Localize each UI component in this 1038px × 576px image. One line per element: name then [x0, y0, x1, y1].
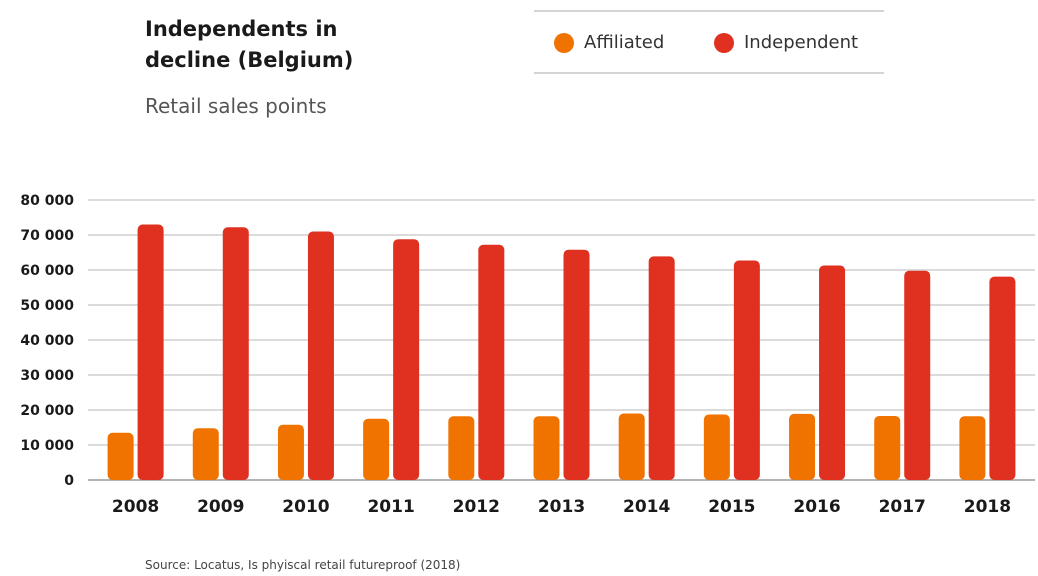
- x-tick-label: 2011: [367, 497, 414, 517]
- bar-independent-2012: [478, 244, 505, 480]
- bar-independent-2011: [393, 239, 420, 480]
- x-tick-label: 2013: [538, 497, 585, 517]
- bar-affiliated-2009: [192, 428, 219, 480]
- bar-affiliated-2018: [959, 416, 986, 480]
- legend-item-independent: Independent: [714, 32, 858, 53]
- bar-affiliated-2010: [277, 424, 304, 480]
- legend-swatch-independent: [714, 32, 734, 53]
- x-tick-label: 2012: [453, 497, 500, 517]
- bar-independent-2015: [733, 260, 760, 480]
- bar-independent-2016: [819, 265, 846, 480]
- y-tick-label: 80 000: [20, 193, 74, 209]
- chart-subtitle: Retail sales points: [145, 94, 327, 118]
- legend-label-independent: Independent: [744, 32, 859, 53]
- x-tick-label: 2010: [282, 497, 329, 517]
- y-tick-label: 10 000: [20, 438, 74, 454]
- bar-independent-2017: [904, 270, 931, 480]
- y-tick-label: 30 000: [20, 368, 74, 384]
- bar-affiliated-2012: [448, 416, 475, 480]
- bar-affiliated-2017: [874, 415, 901, 480]
- y-tick-label: 0: [64, 473, 74, 489]
- x-tick-label: 2016: [793, 497, 840, 517]
- x-tick-label: 2018: [964, 497, 1011, 517]
- bar-affiliated-2013: [533, 416, 560, 480]
- y-tick-label: 50 000: [20, 298, 74, 314]
- bar-affiliated-2008: [107, 432, 134, 480]
- x-tick-label: 2008: [112, 497, 159, 517]
- bar-independent-2014: [648, 256, 675, 480]
- chart-title: Independents in decline (Belgium): [145, 17, 354, 72]
- source-note: Source: Locatus, Is phyiscal retail futu…: [145, 558, 461, 572]
- legend-swatch-affiliated: [554, 32, 574, 53]
- legend-label-affiliated: Affiliated: [584, 32, 665, 53]
- bar-independent-2010: [307, 231, 334, 480]
- y-tick-label: 60 000: [20, 263, 74, 279]
- bar-affiliated-2015: [703, 414, 730, 480]
- bar-affiliated-2014: [618, 413, 645, 480]
- y-tick-label: 40 000: [20, 333, 74, 349]
- bar-independent-2009: [222, 227, 249, 480]
- x-tick-label: 2014: [623, 497, 670, 517]
- bar-affiliated-2016: [789, 413, 816, 480]
- legend-item-affiliated: Affiliated: [554, 32, 664, 53]
- x-tick-label: 2017: [879, 497, 926, 517]
- x-tick-label: 2015: [708, 497, 755, 517]
- y-tick-label: 20 000: [20, 403, 74, 419]
- bar-independent-2008: [137, 224, 164, 480]
- bar-independent-2018: [989, 276, 1016, 480]
- legend: Affiliated Independent: [534, 10, 884, 74]
- bar-independent-2013: [563, 249, 590, 480]
- bar-chart: 0 10 000 20 000 30 000 40 000 50 000 60 000 70 …: [20, 193, 1035, 517]
- bar-affiliated-2011: [363, 418, 390, 480]
- x-tick-label: 2009: [197, 497, 244, 517]
- y-tick-label: 70 000: [20, 228, 74, 244]
